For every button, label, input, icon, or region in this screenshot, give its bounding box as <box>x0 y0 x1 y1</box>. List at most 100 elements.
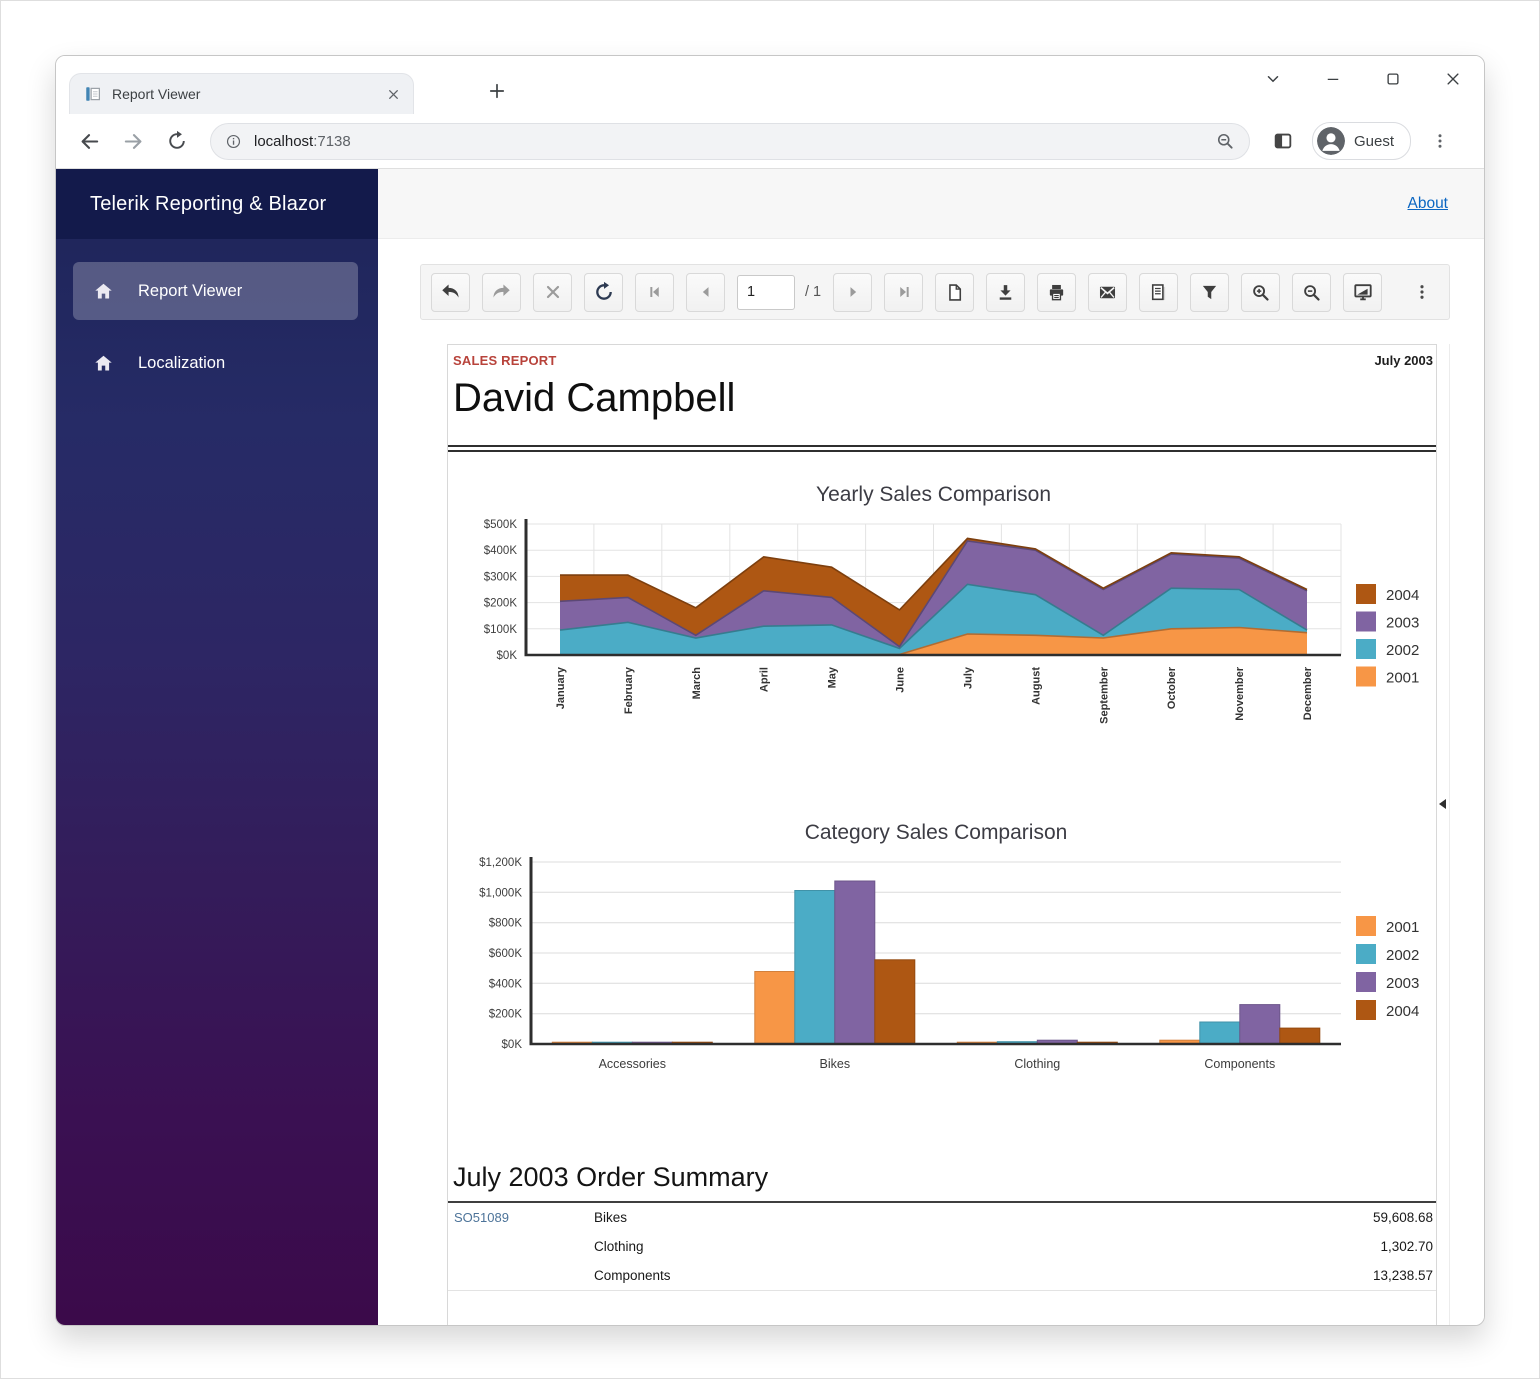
order-number-link[interactable]: SO51089 <box>454 1210 509 1226</box>
side-panel-icon[interactable] <box>1272 130 1294 152</box>
tab-search-chevron-icon[interactable] <box>1264 70 1282 88</box>
profile-button[interactable]: Guest <box>1312 122 1412 160</box>
svg-text:$200K: $200K <box>489 1008 523 1020</box>
category-sales-chart: $0K $200K $400K $600K $800K $1,000K $1,200K Acc… <box>448 850 1436 1078</box>
svg-text:June: June <box>895 667 907 693</box>
svg-text:May: May <box>827 666 839 688</box>
print-icon[interactable] <box>1037 272 1077 312</box>
main-area: About <box>378 169 1484 1325</box>
svg-text:$200K: $200K <box>484 597 518 609</box>
summary-row: Clothing 1,302.70 <box>448 1232 1436 1261</box>
summary-category: Clothing <box>594 1239 644 1255</box>
zoom-indicator-icon[interactable] <box>1215 131 1235 151</box>
filter-icon[interactable] <box>1190 272 1230 312</box>
sidebar-item-label: Report Viewer <box>138 281 243 300</box>
report-eyebrow: SALES REPORT <box>453 353 557 368</box>
page-setup-icon[interactable] <box>1139 272 1179 312</box>
svg-text:November: November <box>1234 666 1246 721</box>
svg-text:December: December <box>1302 666 1314 720</box>
page-number-input[interactable] <box>737 274 795 310</box>
about-link[interactable]: About <box>1407 194 1448 212</box>
download-icon[interactable] <box>986 272 1026 312</box>
summary-amount: 1,302.70 <box>1380 1239 1433 1255</box>
order-summary-rows: SO51089 Bikes 59,608.68 Clothing 1,302.70 Com… <box>448 1203 1436 1292</box>
svg-text:$0K: $0K <box>497 650 518 662</box>
maximize-icon[interactable] <box>1384 70 1402 88</box>
forward-arrow-icon[interactable] <box>116 124 150 158</box>
yearly-sales-chart: $0K $100K $200K $300K $400K $500K January Febru… <box>448 512 1436 734</box>
svg-text:$100K: $100K <box>484 624 518 636</box>
summary-amount: 59,608.68 <box>1372 1210 1433 1226</box>
sidebar-nav: Report Viewer Localization <box>56 239 378 392</box>
undo-icon[interactable] <box>431 272 470 312</box>
browser-tab[interactable]: Report Viewer <box>69 73 414 114</box>
svg-text:$400K: $400K <box>484 545 518 557</box>
previous-page-icon[interactable] <box>686 272 725 312</box>
svg-text:February: February <box>623 666 635 714</box>
new-tab-icon[interactable] <box>484 78 510 104</box>
svg-text:March: March <box>691 667 703 700</box>
svg-text:October: October <box>1166 666 1178 709</box>
svg-text:August: August <box>1030 666 1042 704</box>
svg-text:Bikes: Bikes <box>820 1057 851 1071</box>
category-sales-chart-title: Category Sales Comparison <box>804 820 1068 844</box>
svg-text:2001: 2001 <box>1386 919 1419 936</box>
svg-text:Components: Components <box>1204 1057 1275 1071</box>
svg-text:2004: 2004 <box>1386 1003 1419 1020</box>
tab-close-icon[interactable] <box>383 84 403 104</box>
zoom-in-icon[interactable] <box>1241 272 1281 312</box>
svg-text:2003: 2003 <box>1386 975 1419 992</box>
app-brand: Telerik Reporting & Blazor <box>56 169 378 239</box>
cancel-icon[interactable] <box>533 272 572 312</box>
redo-icon[interactable] <box>482 272 521 312</box>
single-page-view-icon[interactable] <box>935 272 975 312</box>
svg-text:$0K: $0K <box>502 1039 523 1051</box>
last-page-icon[interactable] <box>884 272 924 312</box>
svg-text:September: September <box>1098 666 1110 724</box>
browser-menu-kebab-icon[interactable] <box>1427 132 1453 150</box>
svg-text:2004: 2004 <box>1386 587 1419 604</box>
site-info-icon[interactable] <box>225 133 242 150</box>
svg-text:2002: 2002 <box>1386 947 1419 964</box>
sidebar-item-label: Localization <box>138 353 226 372</box>
summary-category: Components <box>594 1268 671 1284</box>
minimize-icon[interactable] <box>1324 70 1342 88</box>
parameters-splitter-collapse-icon[interactable] <box>1439 799 1446 809</box>
back-arrow-icon[interactable] <box>72 124 106 158</box>
viewer-menu-kebab-icon[interactable] <box>1405 274 1439 311</box>
svg-text:April: April <box>759 667 771 692</box>
zoom-out-icon[interactable] <box>1292 272 1332 312</box>
viewer-page-area: SALES REPORT July 2003 David Campbell Ye… <box>420 344 1450 1325</box>
profile-label: Guest <box>1354 132 1395 150</box>
browser-addressbar: localhost:7138 Guest <box>56 114 1484 169</box>
next-page-icon[interactable] <box>833 272 873 312</box>
sidebar-item-localization[interactable]: Localization <box>73 334 358 392</box>
svg-text:2002: 2002 <box>1386 642 1419 659</box>
report-viewer: / 1 <box>378 239 1484 1325</box>
svg-text:$400K: $400K <box>489 978 523 990</box>
tab-title: Report Viewer <box>112 86 201 102</box>
refresh-icon[interactable] <box>584 272 623 312</box>
fullscreen-icon[interactable] <box>1343 272 1383 312</box>
topbar: About <box>378 169 1484 239</box>
header-divider <box>448 444 1436 452</box>
svg-text:$600K: $600K <box>489 948 523 960</box>
report-page: SALES REPORT July 2003 David Campbell Ye… <box>447 344 1437 1325</box>
viewer-toolbar: / 1 <box>420 264 1450 320</box>
svg-text:2003: 2003 <box>1386 614 1419 631</box>
reload-icon[interactable] <box>160 124 194 158</box>
report-period: July 2003 <box>1374 353 1433 368</box>
svg-text:Clothing: Clothing <box>1014 1057 1060 1071</box>
report-employee-name: David Campbell <box>453 376 736 420</box>
svg-text:$800K: $800K <box>489 917 523 929</box>
url-text: localhost:7138 <box>254 132 351 150</box>
avatar-icon <box>1317 127 1345 155</box>
svg-text:2001: 2001 <box>1386 669 1419 686</box>
email-icon[interactable] <box>1088 272 1128 312</box>
close-icon[interactable] <box>1444 70 1462 88</box>
report-header: SALES REPORT July 2003 David Campbell <box>448 345 1436 421</box>
window-controls <box>1264 70 1462 88</box>
address-input[interactable]: localhost:7138 <box>210 122 1250 160</box>
first-page-icon[interactable] <box>635 272 674 312</box>
sidebar-item-report-viewer[interactable]: Report Viewer <box>73 262 358 320</box>
